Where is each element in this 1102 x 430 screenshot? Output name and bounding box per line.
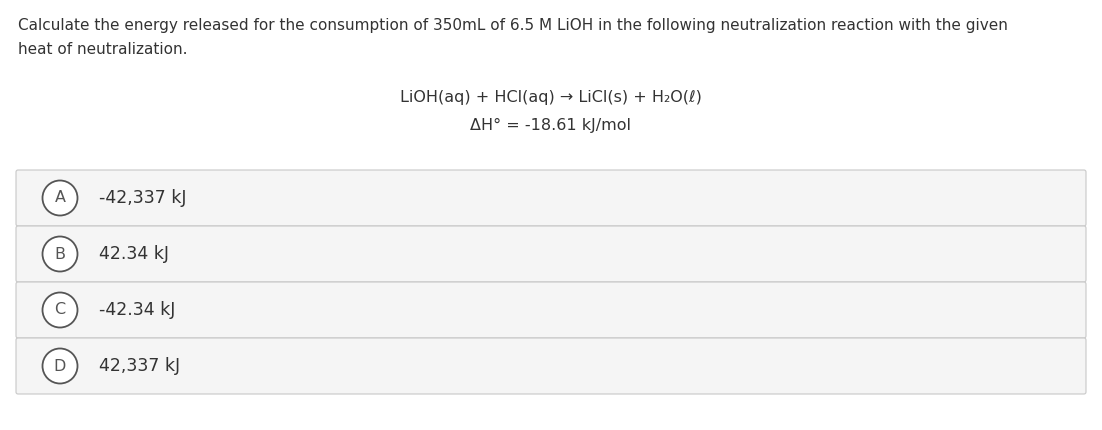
Text: heat of neutralization.: heat of neutralization. — [18, 42, 187, 57]
FancyBboxPatch shape — [17, 226, 1085, 282]
Text: Calculate the energy released for the consumption of 350mL of 6.5 M LiOH in the : Calculate the energy released for the co… — [18, 18, 1008, 33]
Text: 42,337 kJ: 42,337 kJ — [99, 357, 181, 375]
Text: 42.34 kJ: 42.34 kJ — [99, 245, 170, 263]
Text: ΔH° = -18.61 kJ/mol: ΔH° = -18.61 kJ/mol — [471, 118, 631, 133]
Text: LiOH(aq) + HCl(aq) → LiCl(s) + H₂O(ℓ): LiOH(aq) + HCl(aq) → LiCl(s) + H₂O(ℓ) — [400, 90, 702, 105]
Text: B: B — [54, 246, 65, 261]
FancyBboxPatch shape — [17, 170, 1085, 226]
FancyBboxPatch shape — [17, 338, 1085, 394]
Text: -42.34 kJ: -42.34 kJ — [99, 301, 176, 319]
Ellipse shape — [43, 181, 77, 215]
Ellipse shape — [43, 348, 77, 384]
Ellipse shape — [43, 292, 77, 328]
Text: -42,337 kJ: -42,337 kJ — [99, 189, 187, 207]
Ellipse shape — [43, 237, 77, 271]
Text: C: C — [54, 302, 65, 317]
Text: A: A — [54, 190, 65, 206]
FancyBboxPatch shape — [17, 282, 1085, 338]
Text: D: D — [54, 359, 66, 374]
